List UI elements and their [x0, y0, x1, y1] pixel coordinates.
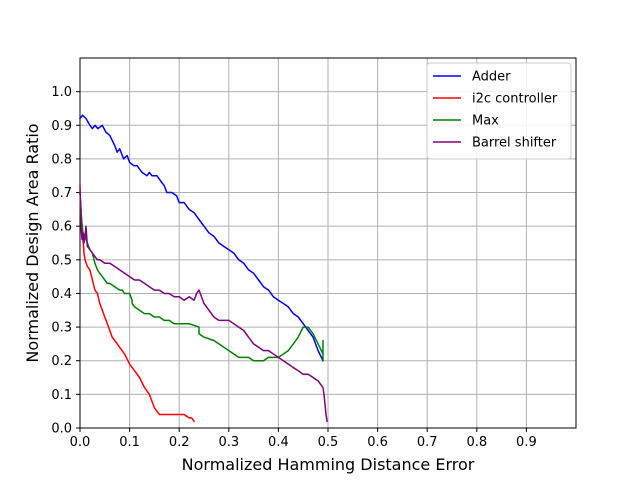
- x-tick-label: 0.2: [169, 435, 190, 450]
- series-line-barrel-shifter: [79, 185, 328, 423]
- y-tick-label: 0.1: [51, 388, 72, 403]
- legend-label: Max: [472, 114, 499, 129]
- legend-label: Barrel shifter: [472, 136, 557, 151]
- y-tick-label: 0.3: [51, 321, 72, 336]
- y-tick-label: 0.8: [51, 152, 72, 167]
- x-tick-label: 0.6: [367, 435, 388, 450]
- series-lines: [78, 114, 328, 423]
- x-tick-label: 0.7: [417, 435, 438, 450]
- x-tick-label: 0.1: [119, 435, 140, 450]
- legend-label: Adder: [472, 70, 511, 85]
- y-tick-label: 0.0: [51, 422, 72, 437]
- series-line-adder: [78, 114, 325, 362]
- y-tick-label: 0.5: [51, 253, 72, 268]
- y-tick-label: 0.9: [51, 119, 72, 134]
- x-tick-label: 0.8: [466, 435, 487, 450]
- series-line-i2c-controller: [79, 191, 196, 423]
- x-tick-label: 0.4: [268, 435, 289, 450]
- y-tick-label: 0.7: [51, 186, 72, 201]
- axis-ticks: 0.0 0.1 0.2 0.3 0.4 0.5 0.6 0.7 0.8 0.9 0.0 0.1 0.2 0…: [51, 85, 536, 450]
- y-tick-label: 1.0: [51, 85, 72, 100]
- x-axis-label: Normalized Hamming Distance Error: [182, 455, 475, 474]
- legend-label: i2c controller: [472, 92, 558, 107]
- y-tick-label: 0.4: [51, 287, 72, 302]
- legend-box: [426, 62, 572, 160]
- x-tick-label: 0.5: [318, 435, 339, 450]
- y-tick-label: 0.6: [51, 220, 72, 235]
- legend: Adder i2c controller Max Barrel shifter: [426, 62, 572, 160]
- x-tick-label: 0.3: [218, 435, 239, 450]
- series-line-max: [79, 191, 324, 362]
- y-tick-label: 0.2: [51, 354, 72, 369]
- x-tick-label: 0.9: [516, 435, 537, 450]
- y-axis-label: Normalized Design Area Ratio: [23, 123, 42, 362]
- x-tick-label: 0.0: [70, 435, 91, 450]
